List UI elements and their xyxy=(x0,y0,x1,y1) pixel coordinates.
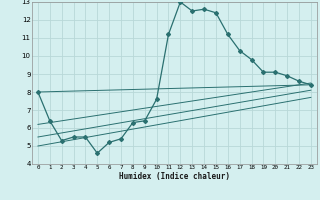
X-axis label: Humidex (Indice chaleur): Humidex (Indice chaleur) xyxy=(119,172,230,181)
